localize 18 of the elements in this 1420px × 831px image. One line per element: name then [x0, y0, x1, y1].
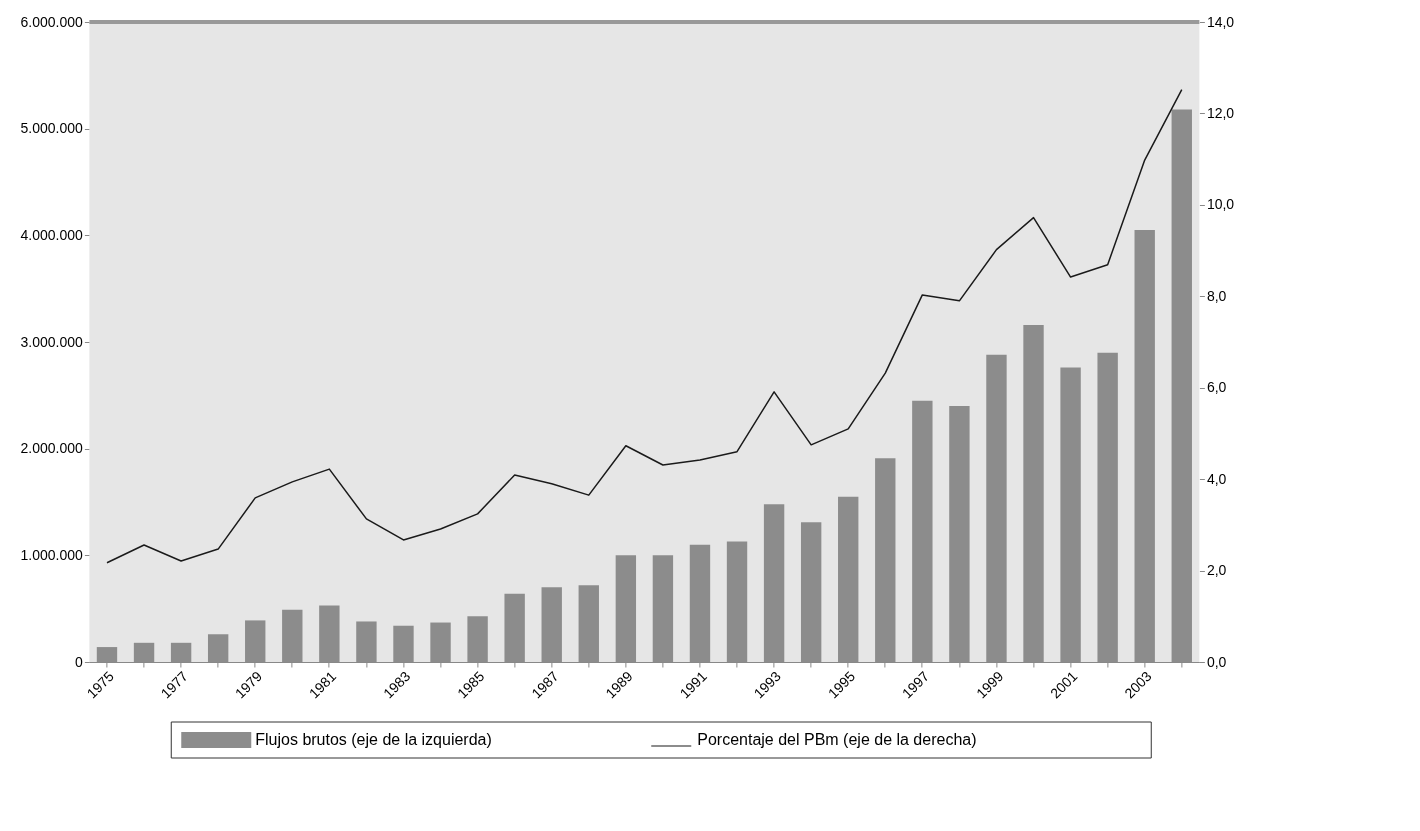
- legend-label: Porcentaje del PBm (eje de la derecha): [697, 731, 977, 748]
- line-series: [106, 88, 1183, 564]
- y-tick-label: 1.000.000: [20, 546, 84, 563]
- y-tick-label: 0: [75, 653, 84, 670]
- y-tick-label: 5.000.000: [20, 120, 84, 137]
- y2-tick-label: 0,0: [1206, 653, 1227, 670]
- y-tick-label: 4.000.000: [20, 226, 84, 243]
- y-tick-label: 2.000.000: [20, 440, 84, 457]
- y2-tick-label: 4,0: [1206, 470, 1227, 487]
- y2-tick-label: 12,0: [1206, 104, 1235, 121]
- y-tick-label: 6.000.000: [20, 13, 84, 30]
- y2-tick-label: 2,0: [1206, 562, 1227, 579]
- legend-label: Flujos brutos (eje de la izquierda): [255, 731, 492, 748]
- y2-tick-label: 14,0: [1206, 13, 1235, 30]
- y2-tick-label: 8,0: [1206, 287, 1227, 304]
- y2-tick-label: 6,0: [1206, 379, 1227, 396]
- y-tick-label: 3.000.000: [20, 333, 84, 350]
- y2-tick-label: 10,0: [1206, 196, 1235, 213]
